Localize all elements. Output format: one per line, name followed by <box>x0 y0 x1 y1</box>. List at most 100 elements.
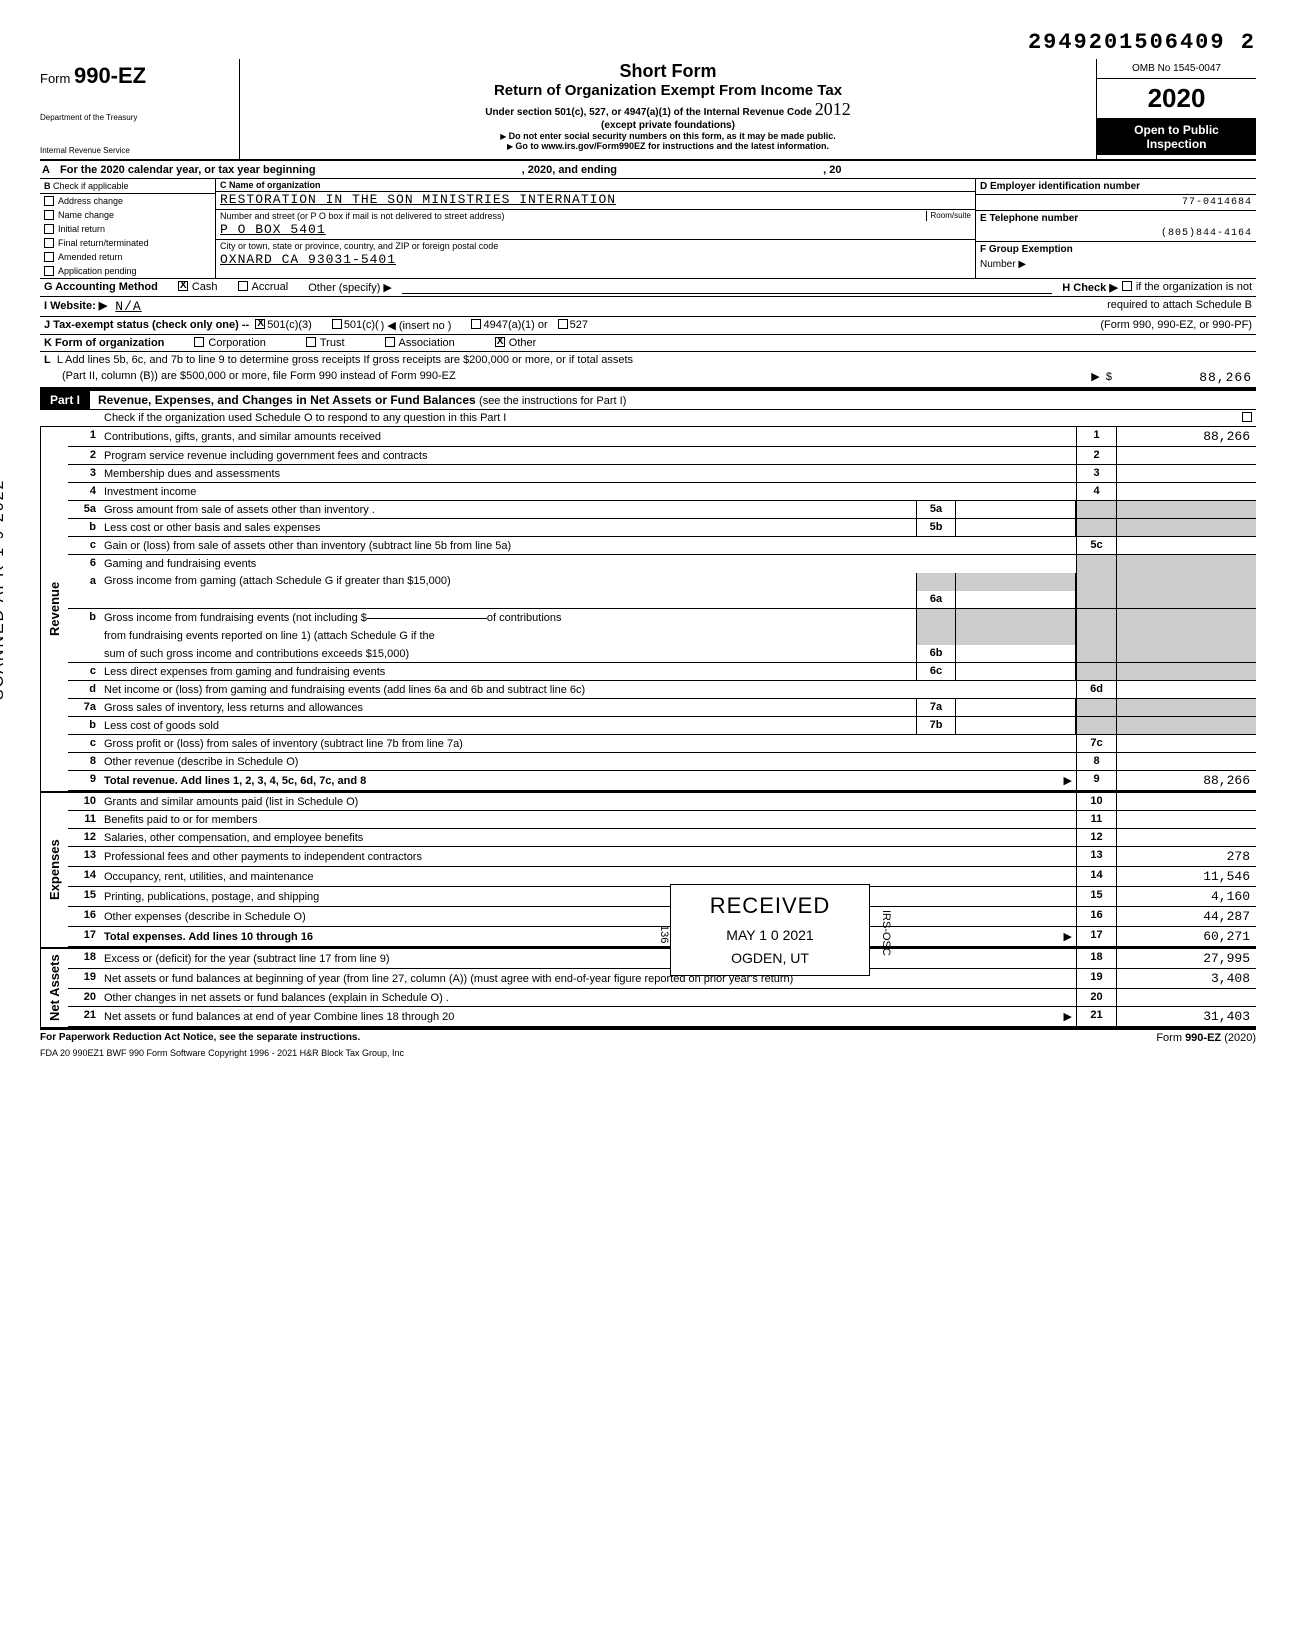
val-10 <box>1116 793 1256 810</box>
side-expenses: Expenses <box>40 793 68 947</box>
val-1: 88,266 <box>1116 427 1256 446</box>
chk-4947[interactable] <box>471 319 481 329</box>
G-cash: Cash <box>192 281 218 294</box>
H-label: H Check ▶ <box>1062 281 1118 294</box>
form-prefix: Form <box>40 71 70 86</box>
part1-check: Check if the organization used Schedule … <box>104 412 506 424</box>
chk-cash[interactable] <box>178 281 188 291</box>
K-other: Other <box>509 337 537 349</box>
received-stamp: RECEIVED MAY 1 0 2021 OGDEN, UT <box>670 884 870 976</box>
city-state-zip: OXNARD CA 93031-5401 <box>216 252 975 269</box>
org-name: RESTORATION IN THE SON MINISTRIES INTERN… <box>216 192 975 210</box>
side-revenue: Revenue <box>40 427 68 791</box>
C-name-label: C Name of organization <box>220 180 321 190</box>
title-short-form: Short Form <box>248 61 1088 82</box>
chk-527[interactable] <box>558 319 568 329</box>
ssn-warning: Do not enter social security numbers on … <box>509 131 836 141</box>
part1-sub: (see the instructions for Part I) <box>479 395 626 407</box>
val-6d <box>1116 681 1256 698</box>
val-19: 3,408 <box>1116 969 1256 988</box>
side-net: Net Assets <box>40 949 68 1027</box>
K-label: K Form of organization <box>44 337 164 349</box>
chk-corp[interactable] <box>194 337 204 347</box>
handwrite-year: 2012 <box>815 99 851 119</box>
chk-address[interactable] <box>44 196 54 206</box>
num-136: 136 <box>658 925 670 943</box>
J-501c: 501(c)( <box>344 319 379 332</box>
H-text2: required to attach Schedule B <box>1107 299 1252 314</box>
footer-notice: For Paperwork Reduction Act Notice, see … <box>40 1032 360 1044</box>
F-number: Number ▶ <box>976 257 1256 272</box>
val-15: 4,160 <box>1116 887 1256 906</box>
val-16: 44,287 <box>1116 907 1256 926</box>
dept-treasury: Department of the Treasury <box>40 113 231 122</box>
scanned-stamp: SCANNED APR 1 9 2022 <box>0 479 8 700</box>
label-A: A <box>40 162 56 178</box>
val-20 <box>1116 989 1256 1006</box>
L-label2: (Part II, column (B)) are $500,000 or mo… <box>62 370 456 385</box>
chk-other[interactable] <box>495 337 505 347</box>
val-4 <box>1116 483 1256 500</box>
val-2 <box>1116 447 1256 464</box>
C-addr-label: Number and street (or P O box if mail is… <box>220 211 504 221</box>
val-3 <box>1116 465 1256 482</box>
H-text3: (Form 990, 990-EZ, or 990-PF) <box>1100 319 1252 332</box>
part1-title: Revenue, Expenses, and Changes in Net As… <box>98 393 476 407</box>
val-8 <box>1116 753 1256 770</box>
E-label: E Telephone number <box>980 213 1078 224</box>
chk-assoc[interactable] <box>385 337 395 347</box>
top-id: 2949201506409 2 <box>40 30 1256 55</box>
val-9: 88,266 <box>1116 771 1256 790</box>
goto-url: Go to www.irs.gov/Form990EZ for instruct… <box>515 141 829 151</box>
J-501c3: 501(c)(3) <box>267 319 312 332</box>
chk-initial[interactable] <box>44 224 54 234</box>
J-4947: 4947(a)(1) or <box>483 319 547 332</box>
footer-bottom: FDA 20 990EZ1 BWF 990 Form Software Copy… <box>40 1048 1256 1058</box>
chk-501c3[interactable] <box>255 319 265 329</box>
G-label: G Accounting Method <box>44 281 158 294</box>
C-city-label: City or town, state or province, country… <box>216 240 975 252</box>
F-label: F Group Exemption <box>980 244 1073 255</box>
K-trust: Trust <box>320 337 345 349</box>
irs-osc-stamp: IRS-OSC <box>880 910 892 956</box>
tax-year: 2020 <box>1097 79 1256 119</box>
chk-amended[interactable] <box>44 252 54 262</box>
G-other: Other (specify) ▶ <box>308 281 392 294</box>
line-A-text: For the 2020 calendar year, or tax year … <box>60 164 316 176</box>
chk-scheduleO[interactable] <box>1242 412 1252 422</box>
L-label: L Add lines 5b, 6c, and 7b to line 9 to … <box>57 354 633 366</box>
title-except: (except private foundations) <box>601 120 735 131</box>
val-7c <box>1116 735 1256 752</box>
val-18: 27,995 <box>1116 949 1256 968</box>
L-amount: 88,266 <box>1112 370 1252 385</box>
line-A-end: , 20 <box>823 164 841 176</box>
chk-scheduleB[interactable] <box>1122 281 1132 291</box>
I-label: I Website: ▶ <box>44 299 107 314</box>
title-under: Under section 501(c), 527, or 4947(a)(1)… <box>248 99 1088 120</box>
form-number: 990-EZ <box>74 63 146 88</box>
val-14: 11,546 <box>1116 867 1256 886</box>
val-21: 31,403 <box>1116 1007 1256 1026</box>
chk-final[interactable] <box>44 238 54 248</box>
val-17: 60,271 <box>1116 927 1256 946</box>
J-insert: ) ◀ (insert no ) <box>381 319 452 332</box>
chk-501c[interactable] <box>332 319 342 329</box>
form-header: Form 990-EZ Department of the Treasury I… <box>40 59 1256 161</box>
chk-accrual[interactable] <box>238 281 248 291</box>
val-13: 278 <box>1116 847 1256 866</box>
J-label: J Tax-exempt status (check only one) -- <box>44 319 249 332</box>
val-12 <box>1116 829 1256 846</box>
D-label: D Employer identification number <box>980 181 1140 192</box>
chk-trust[interactable] <box>306 337 316 347</box>
H-text: if the organization is not <box>1136 281 1252 294</box>
val-5c <box>1116 537 1256 554</box>
po-box: P O BOX 5401 <box>216 222 975 240</box>
title-return: Return of Organization Exempt From Incom… <box>248 82 1088 99</box>
inspection: Inspection <box>1101 137 1252 151</box>
line-A-mid: , 2020, and ending <box>522 164 617 176</box>
irs-label: Internal Revenue Service <box>40 146 231 155</box>
J-527: 527 <box>570 319 588 332</box>
chk-name[interactable] <box>44 210 54 220</box>
website: N/A <box>115 299 141 314</box>
chk-pending[interactable] <box>44 266 54 276</box>
